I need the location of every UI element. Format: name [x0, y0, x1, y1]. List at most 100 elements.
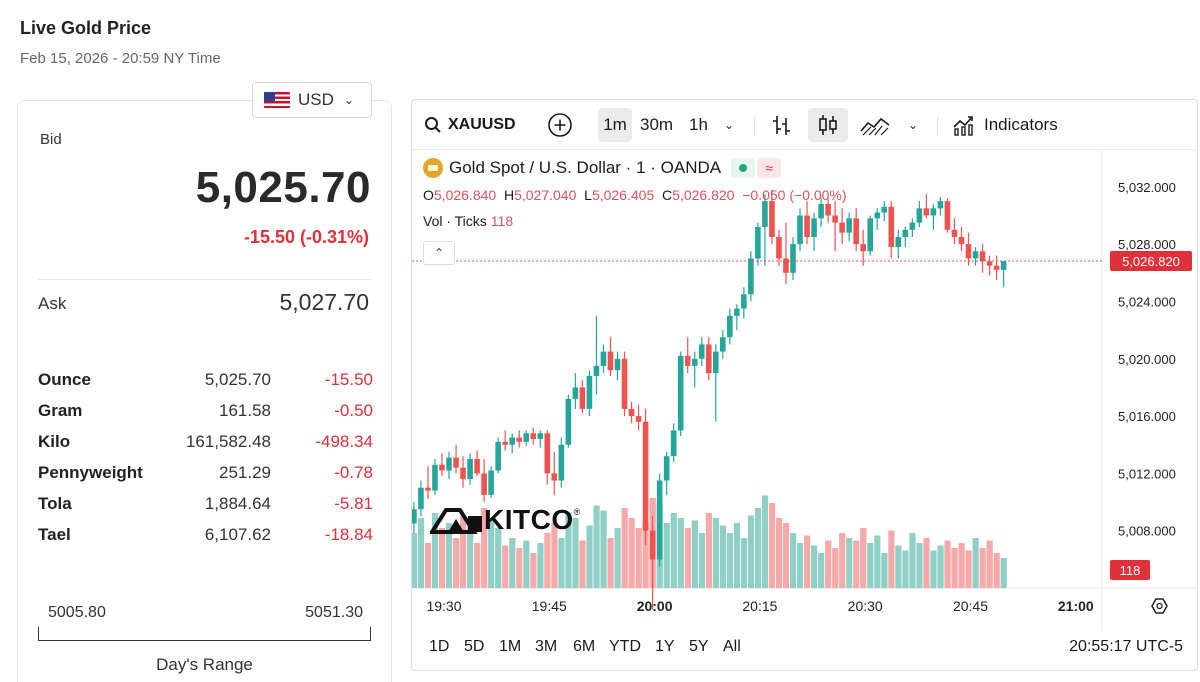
- candle-body: [649, 530, 656, 560]
- area-chart-icon: [860, 117, 890, 136]
- candle-body: [467, 459, 473, 480]
- day-range-label: Day's Range: [156, 655, 253, 674]
- volume-bar: [530, 553, 537, 588]
- chart-style-dropdown-icon[interactable]: ⌄: [908, 118, 919, 132]
- indicators-button[interactable]: Indicators: [952, 108, 1058, 142]
- volume-bar: [705, 513, 712, 588]
- kitco-logo-reg: ®: [573, 507, 581, 517]
- candle-body: [734, 308, 740, 316]
- volume-bar: [797, 543, 804, 588]
- range-ytd-button[interactable]: YTD: [609, 638, 641, 655]
- symbol-search-button[interactable]: XAUUSD: [424, 108, 516, 142]
- settings-gear-icon[interactable]: [1151, 598, 1168, 614]
- volume-bar: [663, 523, 670, 588]
- volume-bar: [670, 513, 677, 588]
- candles-style-button[interactable]: [808, 108, 848, 142]
- compare-symbol-button[interactable]: [547, 108, 573, 142]
- chart-clock[interactable]: 20:55:17 UTC-5: [1069, 638, 1183, 655]
- volume-bar: [944, 540, 951, 588]
- price-tick-label: 5,024.000: [1118, 294, 1176, 309]
- volume-bar: [930, 550, 937, 588]
- candle-body: [579, 387, 586, 409]
- range-6m-button[interactable]: 6M: [573, 638, 596, 655]
- candle-body: [551, 473, 558, 481]
- bars-chart-icon: [773, 116, 790, 135]
- market-open-indicator[interactable]: [731, 158, 756, 178]
- candle-body: [1000, 261, 1007, 270]
- candle-body: [741, 294, 747, 309]
- close-key: C: [662, 187, 673, 203]
- volume-bar: [860, 528, 867, 588]
- candle-body: [937, 201, 944, 209]
- volume-bar: [979, 548, 986, 588]
- range-1m-button[interactable]: 1M: [499, 638, 522, 655]
- candle-body: [755, 226, 761, 259]
- range-5d-button[interactable]: 5D: [464, 638, 485, 655]
- range-5y-button[interactable]: 5Y: [689, 638, 709, 655]
- ask-value: 5,027.70: [279, 289, 369, 315]
- unit-row-tola: Tola 1,884.64 -5.81: [38, 494, 373, 525]
- last-price-label: 5,026.820: [1122, 254, 1180, 269]
- volume-bar: [495, 528, 502, 588]
- range-1d-button[interactable]: 1D: [429, 638, 450, 655]
- volume-bar: [558, 538, 565, 588]
- interval-1m-button[interactable]: 1m: [598, 108, 632, 142]
- candle-body: [867, 218, 874, 252]
- volume-bar: [761, 495, 769, 588]
- candle-body: [909, 222, 916, 230]
- volume-bar: [565, 513, 572, 588]
- volume-bar: [951, 548, 958, 588]
- unit-change: -5.81: [334, 494, 373, 513]
- volume-bar: [509, 538, 516, 588]
- candle-body: [432, 464, 438, 491]
- open-value: 5,026.840: [433, 187, 497, 203]
- price-card: Bid 5,025.70 -15.50 (-0.31%) Ask 5,027.7…: [17, 100, 392, 682]
- bars-style-button[interactable]: [770, 108, 794, 142]
- volume-bar: [726, 533, 734, 588]
- interval-dropdown-icon[interactable]: ⌄: [724, 118, 735, 132]
- data-delay-badge[interactable]: ≈: [757, 158, 782, 178]
- volume-bar: [453, 538, 460, 588]
- open-key: O: [423, 187, 434, 203]
- volume-bar: [600, 510, 607, 588]
- range-3m-button[interactable]: 3M: [535, 638, 558, 655]
- divider: [38, 279, 371, 280]
- candle-body: [846, 218, 852, 233]
- volume-bar: [614, 528, 621, 588]
- currency-label: USD: [298, 90, 334, 109]
- volume-bar: [586, 525, 593, 588]
- volume-bar: [923, 538, 930, 588]
- candle-body: [790, 244, 796, 273]
- page-title: Live Gold Price: [20, 18, 152, 38]
- volume-bar: [488, 520, 495, 588]
- unit-price: 161.58: [219, 401, 271, 420]
- candle-body: [797, 215, 803, 245]
- candle-body: [488, 470, 494, 495]
- volume-bar: [684, 528, 691, 588]
- candle-body: [783, 258, 789, 273]
- collapse-legend-button[interactable]: ⌃: [423, 241, 455, 265]
- candle-body: [642, 421, 649, 531]
- candle-body: [811, 218, 817, 237]
- candle-body: [818, 204, 824, 219]
- interval-30m-button[interactable]: 30m: [640, 115, 674, 134]
- candle-body: [495, 441, 501, 471]
- candle-body: [628, 408, 635, 417]
- unit-name: Ounce: [38, 370, 91, 389]
- price-chart[interactable]: 5,032.000 5,028.000 5,024.000 5,020.000 5,01…: [412, 151, 1198, 631]
- unit-row-kilo: Kilo 161,582.48 -498.34: [38, 432, 373, 463]
- candle-body: [600, 351, 607, 366]
- chevron-down-icon: ⌄: [343, 93, 354, 107]
- range-all-button[interactable]: All: [723, 638, 741, 655]
- volume-bar: [832, 548, 839, 588]
- area-style-button[interactable]: [859, 108, 891, 142]
- volume-bar: [972, 538, 979, 588]
- interval-1h-button[interactable]: 1h: [689, 115, 708, 134]
- unit-price: 1,884.64: [204, 494, 271, 513]
- candle-body: [839, 222, 845, 233]
- bid-label: Bid: [40, 131, 62, 148]
- currency-select[interactable]: USD ⌄: [252, 82, 372, 118]
- candle-body: [677, 355, 684, 431]
- range-1y-button[interactable]: 1Y: [655, 638, 675, 655]
- chart-area[interactable]: 5,032.000 5,028.000 5,024.000 5,020.000 5,01…: [412, 151, 1198, 670]
